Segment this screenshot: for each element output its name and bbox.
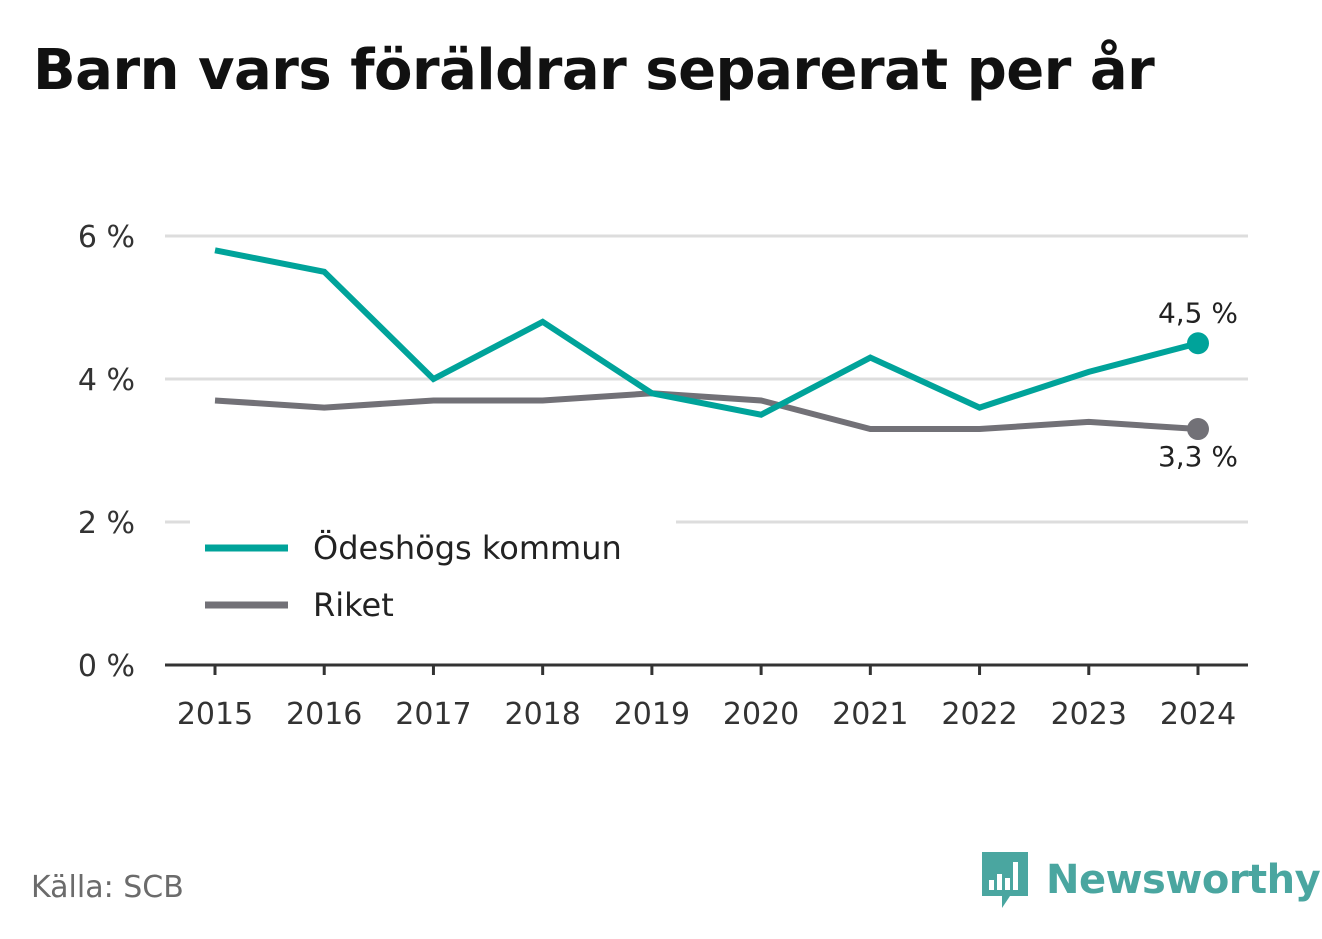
axes: 0 % 2 % 4 % 6 % 2015 2016 2017 2018 2019 2020 2021… xyxy=(78,220,1248,732)
x-tick-label: 2019 xyxy=(614,697,690,732)
x-tick-label: 2016 xyxy=(286,697,362,732)
series-end-point xyxy=(1187,418,1209,441)
end-value-label: 4,5 % xyxy=(1158,296,1238,329)
brand-name: Newsworthy xyxy=(1046,857,1321,903)
legend-background xyxy=(190,515,676,640)
x-tick-label: 2020 xyxy=(723,697,799,732)
x-tick-label: 2023 xyxy=(1051,697,1127,732)
x-tick-label: 2015 xyxy=(177,697,253,732)
x-tick-label: 2022 xyxy=(941,697,1017,732)
legend: Ödeshögs kommun Riket xyxy=(190,515,676,640)
chart-title: Barn vars föräldrar separerat per år xyxy=(33,38,1155,103)
series-end-point xyxy=(1187,332,1209,355)
newsworthy-logo: Newsworthy xyxy=(980,850,1321,910)
x-tick-label: 2024 xyxy=(1160,697,1236,732)
y-tick-label: 4 % xyxy=(78,363,135,398)
line-chart: Ödeshögs kommun Riket 0 % 2 % 4 % 6 % 2015 201… xyxy=(78,220,1248,732)
y-tick-label: 6 % xyxy=(78,220,135,255)
series-line xyxy=(214,247,1199,418)
legend-label: Riket xyxy=(313,586,394,624)
data-labels: 4,5 % 3,3 % xyxy=(1158,296,1238,473)
newsworthy-logo-icon xyxy=(982,852,1028,908)
x-tick-label: 2018 xyxy=(504,697,580,732)
y-tick-label: 2 % xyxy=(78,506,135,541)
x-tick-label: 2021 xyxy=(832,697,908,732)
y-tick-label: 0 % xyxy=(78,649,135,684)
series xyxy=(214,247,1209,441)
source-note: Källa: SCB xyxy=(31,870,184,905)
series-line xyxy=(214,390,1199,433)
x-tick-label: 2017 xyxy=(395,697,471,732)
end-value-label: 3,3 % xyxy=(1158,440,1238,473)
legend-label: Ödeshögs kommun xyxy=(313,529,622,567)
